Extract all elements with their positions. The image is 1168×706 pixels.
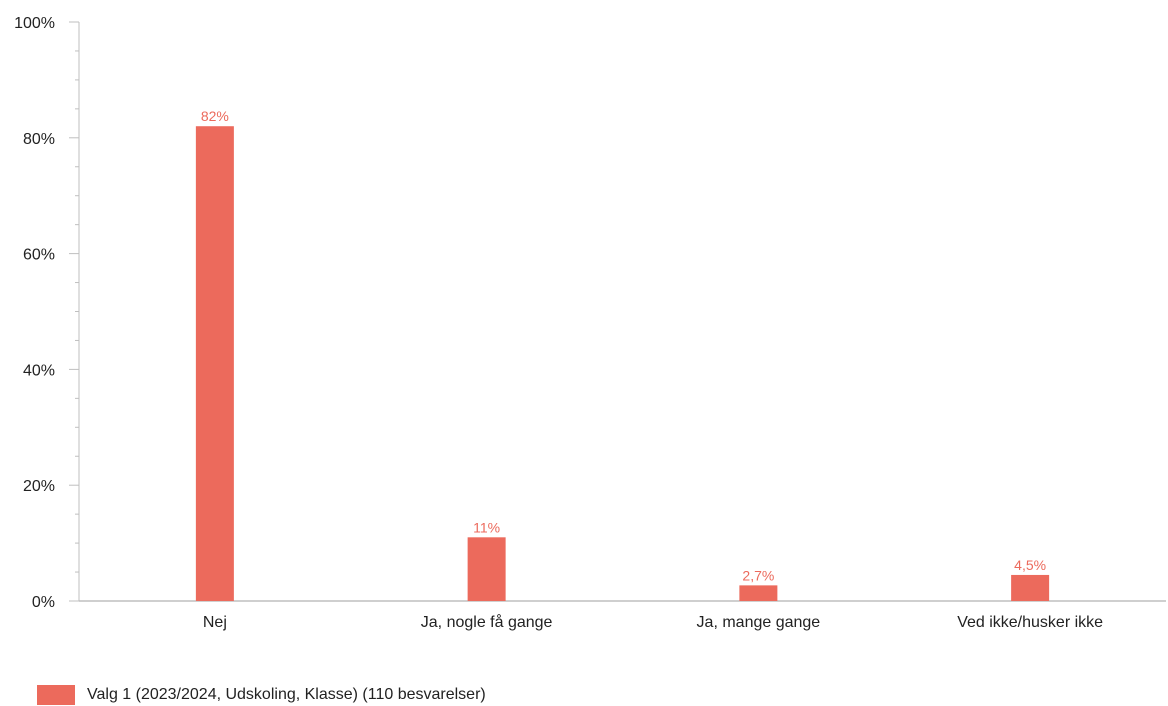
y-tick-label: 100% [14,15,55,32]
y-tick-label: 0% [32,594,55,611]
legend-swatch [37,685,75,705]
y-tick-label: 60% [23,247,55,264]
y-tick-label: 40% [23,362,55,379]
bars [195,126,1050,601]
bar [1011,574,1050,601]
y-axis: 0% 20% 40% 60% 80% 100% [14,15,80,611]
data-label: 4,5% [1014,557,1046,573]
y-tick-label: 20% [23,478,55,495]
category-label: Ja, nogle få gange [421,613,553,631]
data-label: 82% [201,108,229,124]
data-label: 2,7% [742,567,774,583]
bar [739,585,778,601]
bar [195,126,234,601]
legend-label: Valg 1 (2023/2024, Udskoling, Klasse) (1… [87,686,486,703]
legend: Valg 1 (2023/2024, Udskoling, Klasse) (1… [37,684,486,706]
category-label: Ja, mange gange [697,614,821,631]
category-label: Ved ikke/husker ikke [957,614,1103,631]
data-label: 11% [473,519,500,535]
bar [467,537,506,601]
data-labels: 82% 11% 2,7% 4,5% [201,108,1046,583]
category-label: Nej [203,614,227,631]
category-labels: Nej Ja, nogle få gange Ja, mange gange Ved … [203,613,1103,631]
bar-chart: 0% 20% 40% 60% 80% 100% 82% 11% 2,7% 4,5% Nej Ja,… [14,15,1166,631]
y-tick-label: 80% [23,131,55,148]
